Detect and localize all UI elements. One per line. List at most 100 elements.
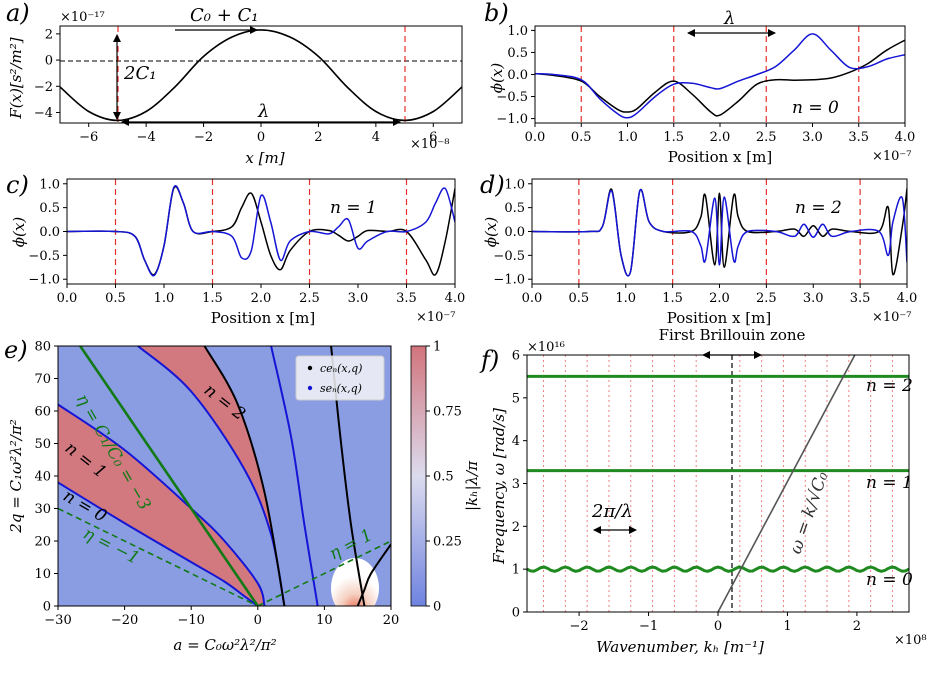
e-curve-0 — [58, 481, 259, 606]
c-n-label: n = 1 — [330, 198, 377, 218]
b-xticks: 0.0 0.5 1.0 1.5 2.0 2.5 3.0 3.5 4.0 — [525, 123, 915, 145]
b-series-0 — [535, 39, 905, 117]
c-xtick-label: 3.0 — [348, 291, 369, 306]
a-xtick-label: 6 — [429, 130, 437, 145]
panel-d: d) 0.0 0.5 1.0 1.5 2.0 2.5 3.0 3.5 4.0 −1.0 −0.5 0… — [480, 171, 917, 327]
b-xtick-label: 1.0 — [617, 130, 638, 145]
b-xtick-label: 3.0 — [802, 130, 823, 145]
f-n2-label: n = 2 — [866, 376, 913, 396]
c-ytick-label: 0.5 — [39, 201, 60, 216]
d-xtick-label: 0.0 — [522, 291, 543, 306]
a-ylabel: F(x)[s²/m²] — [7, 37, 25, 119]
panel-c-letter: c) — [6, 171, 29, 199]
d-series-1 — [532, 188, 907, 277]
panel-e-letter: e) — [4, 336, 28, 364]
c-series-group — [67, 185, 455, 277]
e-xtick-label: −10 — [177, 613, 204, 628]
e-legend-se: seₙ(x,q) — [320, 382, 362, 395]
f-xtick-label: 2 — [853, 619, 861, 634]
a-ytick-label: −4 — [34, 106, 53, 121]
b-ylabel: ϕ(x) — [488, 63, 506, 94]
e-ytick-label: 0 — [43, 600, 51, 615]
f-xlabel: Wavenumber, kₕ [m⁻¹] — [596, 638, 764, 656]
e-yticks: 0 10 20 30 40 50 60 70 80 — [34, 340, 58, 615]
a-xtick-label: 2 — [314, 130, 322, 145]
d-ytick-label: 0.0 — [504, 225, 525, 240]
d-xmultiplier: ×10⁻⁷ — [872, 310, 912, 325]
e-xlabel: a = C₀ω²λ²/π² — [173, 636, 276, 654]
b-xmultiplier: ×10⁻⁷ — [872, 149, 912, 164]
c-ytick-label: 0.0 — [39, 225, 60, 240]
c-xtick-label: 1.5 — [202, 291, 223, 306]
b-ytick-label: −0.5 — [496, 90, 528, 105]
c-xticks: 0.0 0.5 1.0 1.5 2.0 2.5 3.0 3.5 4.0 — [57, 284, 465, 306]
f-ymultiplier: ×10¹⁶ — [527, 340, 565, 355]
d-xtick-label: 0.5 — [569, 291, 590, 306]
a-amplitude-label: 2C₁ — [123, 63, 156, 84]
a-xlabel: x [m] — [245, 149, 284, 167]
e-legend-marker-se — [307, 385, 313, 391]
f-yticks: 0 1 2 3 4 5 6 — [512, 349, 527, 621]
d-ytick-label: 1.0 — [504, 177, 525, 192]
e-colorbar-tick-label: 1 — [433, 340, 441, 355]
b-xtick-label: 1.5 — [663, 130, 684, 145]
b-ytick-label: 0.5 — [507, 46, 528, 61]
e-curve-4 — [270, 346, 319, 606]
f-plot-area — [527, 355, 909, 612]
b-xtick-label: 2.0 — [710, 130, 731, 145]
c-xtick-label: 0.0 — [57, 291, 78, 306]
c-xtick-label: 1.0 — [154, 291, 175, 306]
f-n0-label: n = 0 — [866, 570, 913, 590]
f-ytick-label: 0 — [512, 606, 520, 621]
b-ytick-label: 1.0 — [507, 24, 528, 39]
f-ylabel: Frequency, ω [rad/s] — [490, 408, 508, 565]
a-ytick-label: −2 — [34, 80, 53, 95]
e-ytick-label: 60 — [34, 405, 51, 420]
panel-c: c) 0.0 0.5 1.0 1.5 2.0 2.5 3.0 3.5 4.0 −1.0 −0.5 0… — [6, 171, 465, 327]
e-eta-line-2 — [257, 540, 391, 606]
a-ymultiplier: ×10⁻¹⁷ — [60, 10, 105, 25]
d-xtick-label: 3.5 — [850, 291, 871, 306]
e-xtick-label: 0 — [254, 613, 262, 628]
e-colorbar-tick-label: 0 — [433, 600, 441, 615]
c-xlabel: Position x [m] — [211, 309, 315, 327]
b-xtick-label: 0.5 — [571, 130, 592, 145]
f-xmultiplier: ×10⁸ — [894, 633, 927, 648]
e-curve-3 — [203, 346, 286, 606]
f-ytick-label: 5 — [512, 391, 520, 406]
e-curve-1 — [58, 403, 266, 606]
a-xtick-label: −4 — [137, 130, 156, 145]
d-xlabel: Position x [m] — [667, 309, 771, 327]
f-xtick-label: 0 — [714, 619, 722, 634]
f-ytick-label: 3 — [512, 477, 520, 492]
a-top-label: C₀ + C₁ — [190, 5, 259, 26]
d-xtick-label: 1.0 — [615, 291, 636, 306]
f-band-0 — [527, 565, 909, 573]
d-ytick-label: −1.0 — [493, 273, 525, 288]
e-ytick-label: 80 — [34, 340, 51, 355]
b-yticks: −1.0 −0.5 0.0 0.5 1.0 — [496, 24, 535, 127]
d-xtick-label: 4.0 — [897, 291, 918, 306]
e-ytick-label: 10 — [34, 567, 51, 582]
f-light-line — [717, 355, 856, 612]
b-n-label: n = 0 — [792, 98, 839, 118]
a-xtick-label: 0 — [257, 130, 265, 145]
a-wavelength-label: λ — [257, 101, 269, 122]
panel-a: a) −6 −4 −2 0 2 4 6 −4 −2 0 2 x [m] F(x)[s²/m²] ×… — [6, 0, 463, 167]
e-xtick-label: −30 — [44, 613, 71, 628]
d-ytick-label: 0.5 — [504, 201, 525, 216]
d-series-group — [532, 188, 907, 277]
d-xtick-label: 1.5 — [662, 291, 683, 306]
e-curve-6 — [356, 543, 391, 606]
c-xtick-label: 0.5 — [105, 291, 126, 306]
b-vlines — [580, 26, 860, 123]
a-ytick-label: 2 — [45, 27, 53, 42]
e-ytick-label: 70 — [34, 372, 51, 387]
e-xtick-label: −20 — [111, 613, 138, 628]
b-xlabel: Position x [m] — [668, 148, 772, 166]
b-ytick-label: 0.0 — [507, 68, 528, 83]
panel-b-frame — [534, 25, 906, 124]
f-bands — [527, 374, 909, 573]
a-xtick-label: −2 — [194, 130, 213, 145]
a-xtick-label: −6 — [79, 130, 98, 145]
